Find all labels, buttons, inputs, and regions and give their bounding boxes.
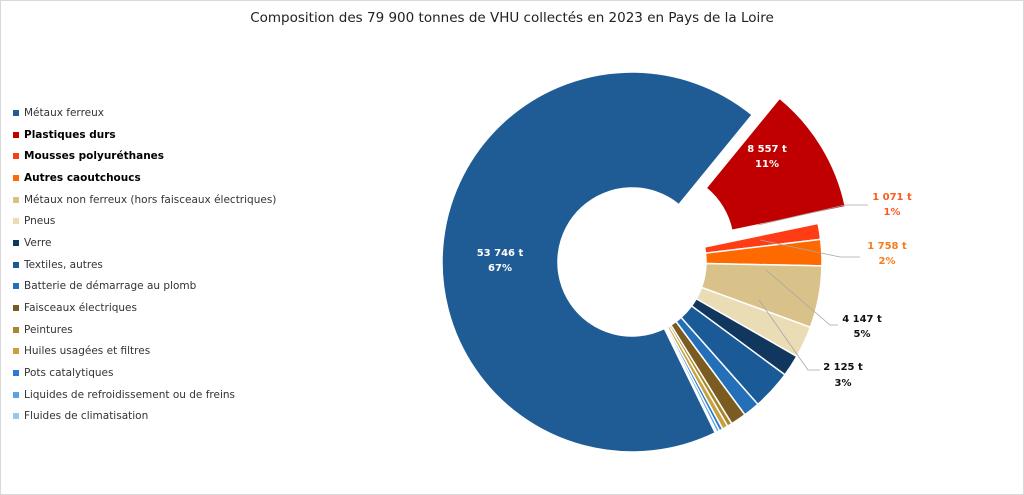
label-nonferreux-pct: 5%	[854, 329, 871, 340]
leader-lines	[757, 204, 868, 371]
label-nonferreux-tonnes: 4 147 t	[842, 314, 882, 325]
legend-item: Peintures	[13, 319, 276, 341]
legend-label: Pots catalytiques	[24, 367, 114, 380]
legend-label: Peintures	[24, 323, 73, 336]
legend-swatch	[13, 305, 19, 312]
legend-item: Huiles usagées et filtres	[13, 341, 276, 363]
legend-swatch	[13, 218, 19, 225]
legend-item: Métaux non ferreux (hors faisceaux élect…	[13, 189, 276, 211]
label-mousses-pct: 1%	[884, 207, 901, 218]
legend-item: Pots catalytiques	[13, 362, 276, 384]
legend-swatch	[13, 131, 19, 138]
label-caoutchoucs-tonnes: 1 758 t	[867, 241, 907, 252]
legend-swatch	[13, 413, 19, 420]
legend-label: Mousses polyuréthanes	[24, 150, 165, 163]
legend-label: Plastiques durs	[24, 128, 116, 141]
legend-label: Liquides de refroidissement ou de freins	[24, 388, 236, 401]
legend-swatch	[13, 239, 19, 246]
leader-line-mousses	[757, 204, 868, 226]
legend-label: Huiles usagées et filtres	[24, 345, 151, 358]
legend-label: Textiles, autres	[24, 258, 103, 271]
label-caoutchoucs-pct: 2%	[879, 256, 896, 267]
legend-swatch	[13, 391, 19, 398]
legend: Métaux ferreux Plastiques durs Mousses pol…	[13, 102, 276, 427]
label-ferreux-tonnes: 53 746 t	[477, 248, 524, 259]
legend-swatch	[13, 326, 19, 333]
label-pneus-pct: 3%	[835, 378, 852, 389]
legend-swatch	[13, 348, 19, 355]
label-plastiques-pct: 11%	[755, 159, 779, 170]
data-labels: 53 746 t 67% 8 557 t 11% 1 071 t 1% 1 75…	[477, 144, 912, 389]
legend-swatch	[13, 109, 19, 116]
legend-swatch	[13, 283, 19, 290]
legend-label: Métaux non ferreux (hors faisceaux élect…	[24, 193, 277, 206]
leader-line-pneus	[758, 299, 820, 371]
legend-item: Fluides de climatisation	[13, 406, 276, 428]
donut-slice	[663, 327, 718, 434]
chart-title: Composition des 79 900 tonnes de VHU col…	[250, 10, 774, 26]
label-plastiques-tonnes: 8 557 t	[747, 144, 787, 155]
legend-item: Faisceaux électriques	[13, 297, 276, 319]
legend-swatch	[13, 196, 19, 203]
leader-line-caoutchoucs	[759, 239, 860, 258]
legend-label: Métaux ferreux	[24, 106, 104, 119]
label-pneus-tonnes: 2 125 t	[823, 362, 863, 373]
legend-swatch	[13, 370, 19, 377]
legend-item: Mousses polyuréthanes	[13, 145, 276, 167]
legend-item: Autres caoutchoucs	[13, 167, 276, 189]
legend-item: Pneus	[13, 210, 276, 232]
donut-slice	[441, 71, 754, 453]
donut-slices	[441, 71, 847, 453]
legend-swatch	[13, 174, 19, 181]
leader-line-nonferreux	[765, 269, 838, 326]
donut-slice	[705, 97, 847, 232]
legend-label: Fluides de climatisation	[24, 410, 149, 423]
legend-item: Textiles, autres	[13, 254, 276, 276]
label-mousses-tonnes: 1 071 t	[872, 192, 912, 203]
legend-item: Verre	[13, 232, 276, 254]
legend-label: Pneus	[24, 215, 56, 228]
legend-label: Faisceaux électriques	[24, 302, 137, 315]
legend-label: Batterie de démarrage au plomb	[24, 280, 197, 293]
legend-item: Plastiques durs	[13, 124, 276, 146]
label-ferreux-pct: 67%	[488, 263, 512, 274]
legend-swatch	[13, 153, 19, 160]
legend-item: Liquides de refroidissement ou de freins	[13, 384, 276, 406]
legend-item: Batterie de démarrage au plomb	[13, 276, 276, 298]
legend-label: Verre	[24, 236, 52, 249]
legend-swatch	[13, 261, 19, 268]
legend-label: Autres caoutchoucs	[24, 171, 141, 184]
legend-item: Métaux ferreux	[13, 102, 276, 124]
